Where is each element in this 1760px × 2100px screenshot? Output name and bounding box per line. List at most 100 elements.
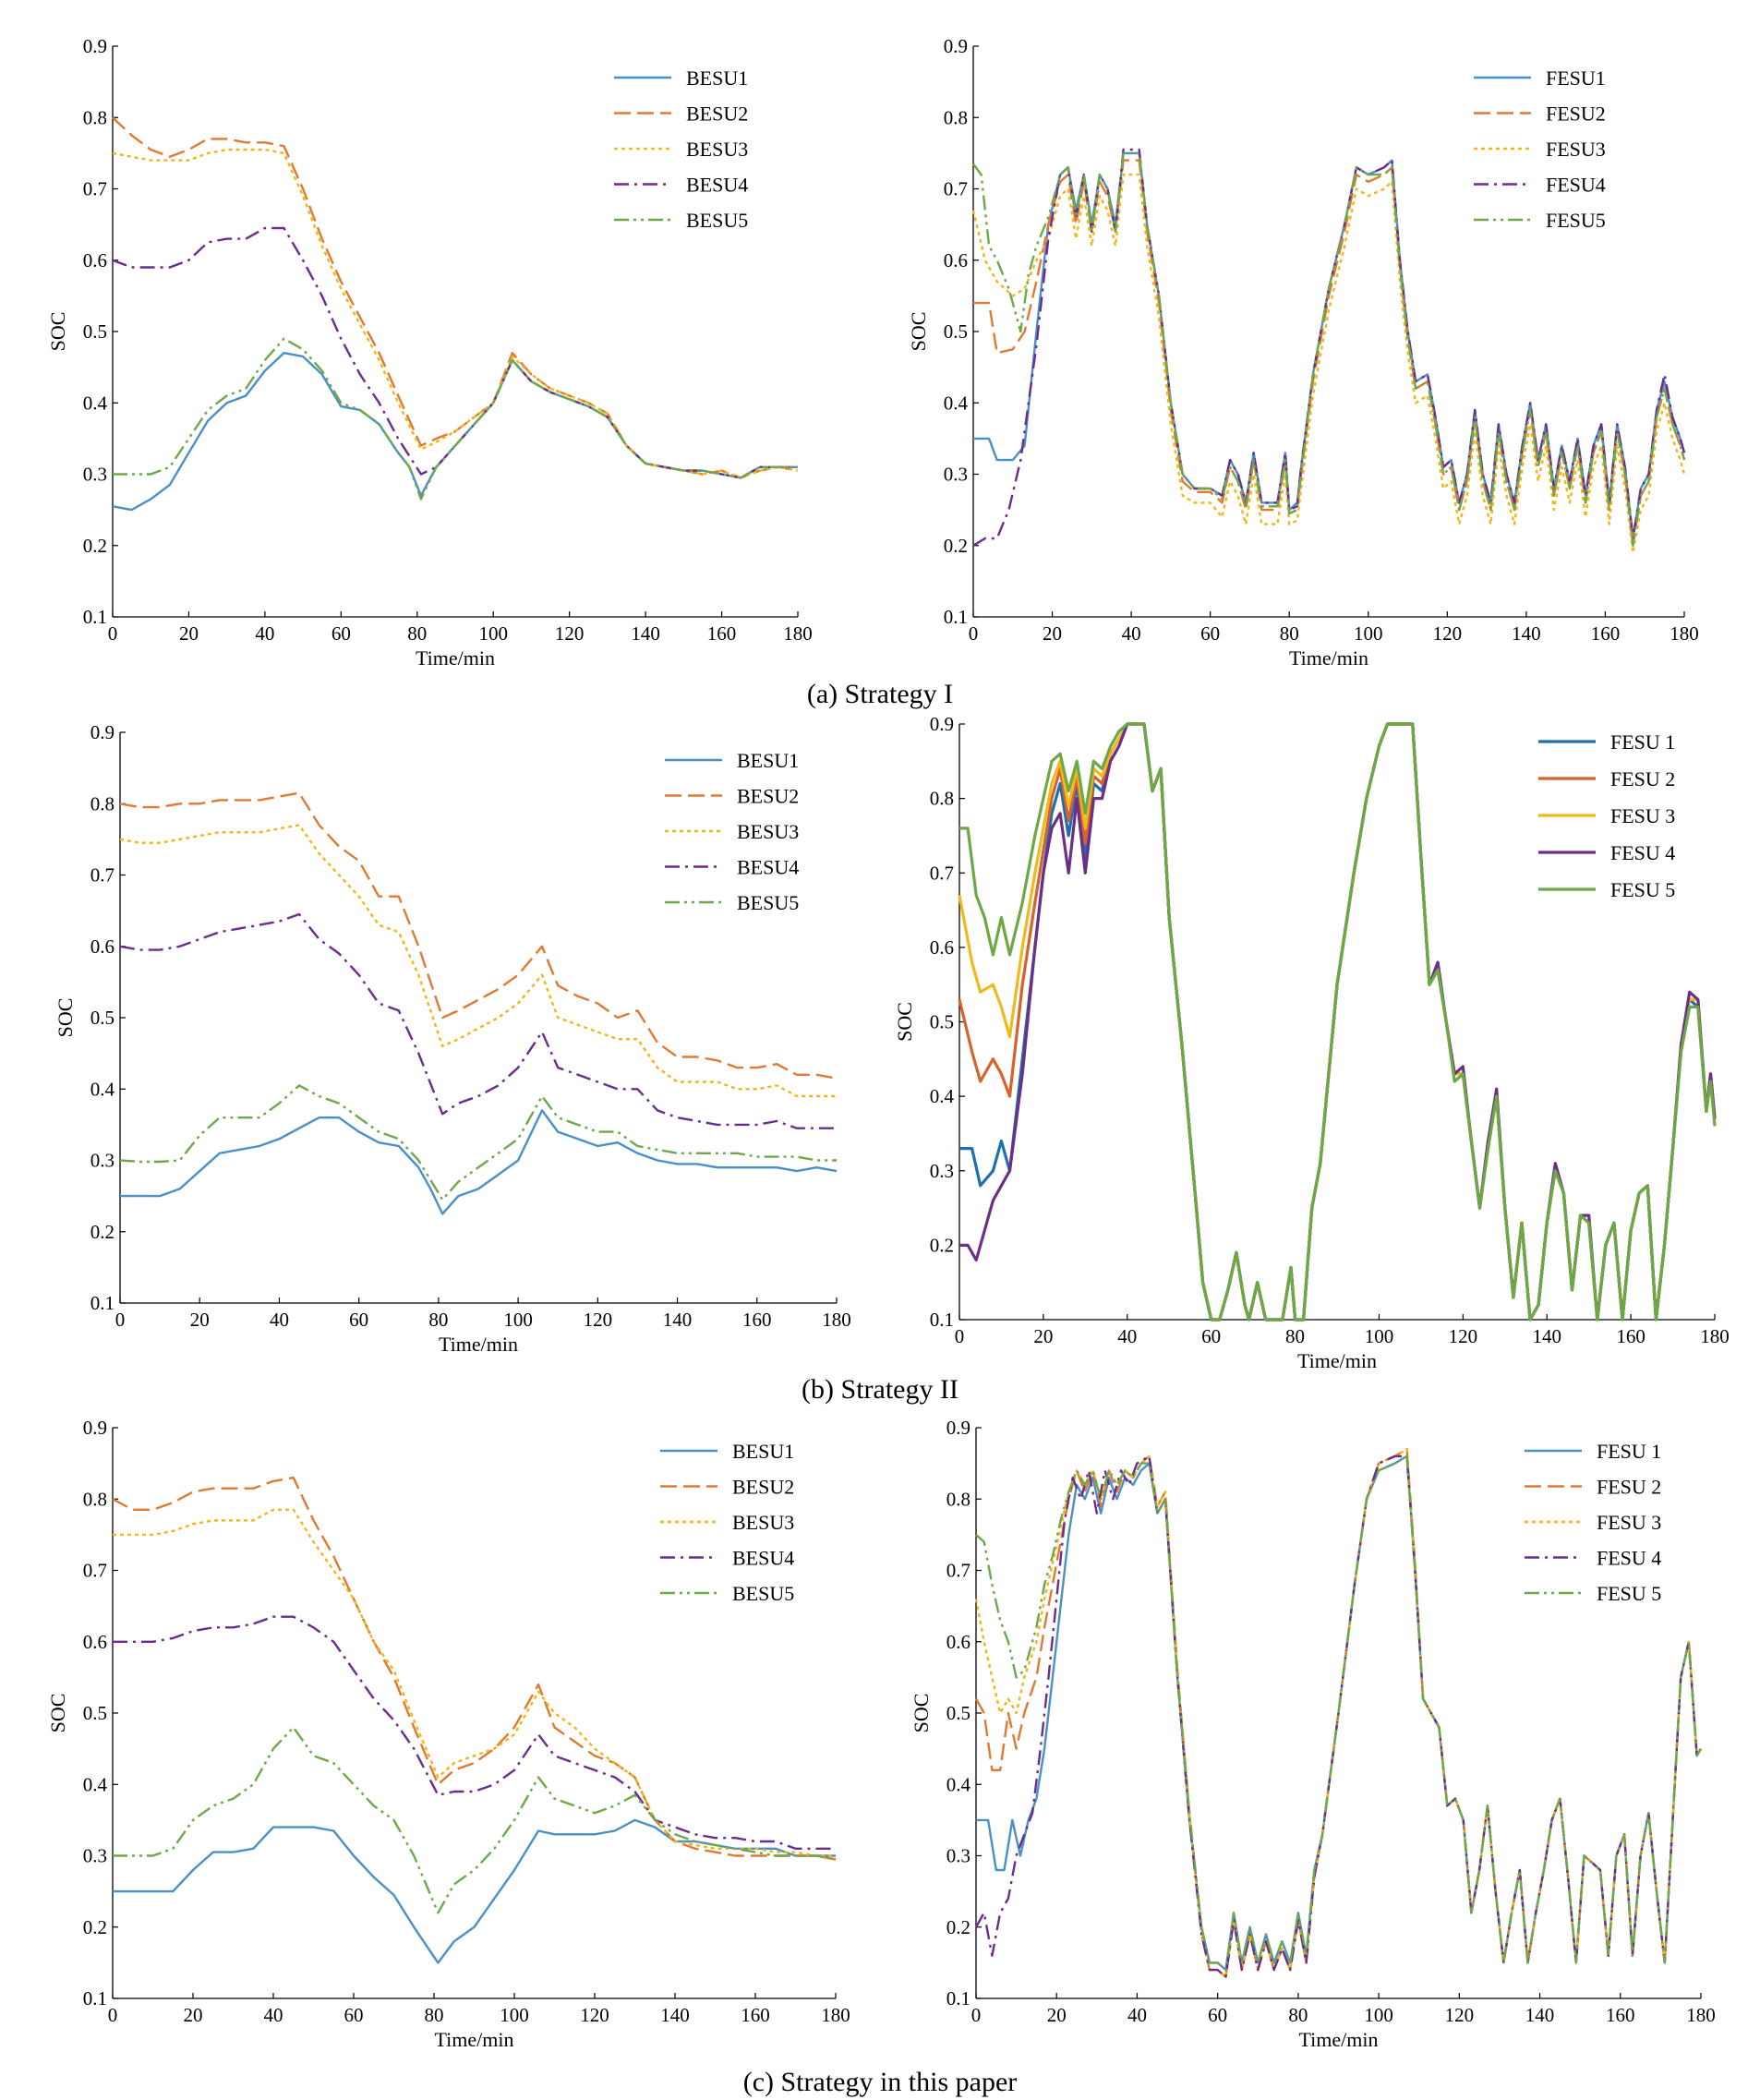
x-tick-label: 80 xyxy=(428,1309,448,1331)
x-tick-label: 20 xyxy=(179,622,199,645)
x-tick-label: 100 xyxy=(1354,622,1383,645)
legend-label-3: FESU 3 xyxy=(1610,804,1675,827)
y-tick-label: 0.9 xyxy=(930,713,954,735)
y-tick-label: 0.6 xyxy=(944,249,968,272)
x-tick-label: 20 xyxy=(1033,1325,1053,1347)
y-tick-label: 0.5 xyxy=(946,1702,970,1724)
y-tick-label: 0.9 xyxy=(946,1417,970,1439)
series-line-3 xyxy=(119,824,837,1098)
x-tick-label: 140 xyxy=(1532,1325,1561,1347)
y-tick-label: 0.1 xyxy=(83,1987,107,2009)
y-tick-label: 0.5 xyxy=(83,1702,107,1724)
legend-label-4: FESU 4 xyxy=(1597,1547,1661,1570)
series-line-3 xyxy=(113,1508,836,1857)
x-tick-label: 160 xyxy=(1606,2004,1635,2026)
x-tick-label: 60 xyxy=(1200,622,1220,645)
legend-label-2: FESU 2 xyxy=(1610,767,1675,791)
y-tick-label: 0.6 xyxy=(930,936,954,959)
x-tick-label: 20 xyxy=(1047,2004,1067,2026)
x-tick-label: 40 xyxy=(264,2004,283,2026)
x-axis-label: Time/min xyxy=(439,1333,518,1356)
x-tick-label: 80 xyxy=(407,622,427,645)
y-tick-label: 0.5 xyxy=(944,320,968,343)
y-tick-label: 0.1 xyxy=(946,1987,970,2009)
x-axis-label: Time/min xyxy=(1289,646,1368,670)
y-tick-label: 0.2 xyxy=(946,1916,970,1938)
series-line-5 xyxy=(972,151,1686,547)
x-tick-label: 80 xyxy=(425,2004,444,2026)
legend-label-2: BESU2 xyxy=(732,1476,794,1499)
y-tick-label: 0.7 xyxy=(946,1560,970,1582)
series-line-5 xyxy=(975,1454,1703,1972)
y-tick-label: 0.8 xyxy=(83,106,107,128)
y-tick-label: 0.3 xyxy=(930,1160,954,1182)
y-tick-label: 0.9 xyxy=(90,721,115,743)
y-tick-label: 0.1 xyxy=(83,606,107,628)
legend-label-4: FESU 4 xyxy=(1610,841,1675,864)
x-tick-label: 140 xyxy=(660,2004,690,2026)
x-tick-label: 40 xyxy=(1127,2004,1147,2026)
y-tick-label: 0.4 xyxy=(83,392,108,414)
x-tick-label: 160 xyxy=(1591,622,1621,645)
legend-label-3: FESU 3 xyxy=(1597,1511,1661,1534)
legend-label-1: BESU1 xyxy=(737,749,799,772)
x-tick-label: 180 xyxy=(821,2004,850,2026)
legend-label-1: FESU1 xyxy=(1546,66,1606,90)
y-tick-label: 0.1 xyxy=(90,1292,115,1314)
y-tick-label: 0.6 xyxy=(83,249,107,272)
x-tick-label: 60 xyxy=(1201,1325,1221,1347)
x-tick-label: 100 xyxy=(1364,2004,1393,2026)
legend-label-3: BESU3 xyxy=(732,1511,794,1534)
y-tick-label: 0.7 xyxy=(944,178,968,200)
series-line-1 xyxy=(113,1818,836,1964)
x-axis-label: Time/min xyxy=(435,2028,514,2051)
legend-label-5: BESU5 xyxy=(732,1582,794,1605)
y-tick-label: 0.2 xyxy=(83,535,107,557)
y-tick-label: 0.3 xyxy=(83,464,107,486)
y-tick-label: 0.3 xyxy=(946,1845,970,1867)
y-tick-label: 0.8 xyxy=(930,788,954,810)
y-tick-label: 0.3 xyxy=(83,1845,107,1867)
y-tick-label: 0.1 xyxy=(930,1309,954,1331)
legend-label-2: FESU 2 xyxy=(1597,1476,1661,1499)
y-tick-label: 0.2 xyxy=(90,1221,115,1243)
x-tick-label: 20 xyxy=(1043,622,1062,645)
y-tick-label: 0.9 xyxy=(83,35,107,57)
y-tick-label: 0.7 xyxy=(930,862,954,884)
series-line-5 xyxy=(119,1084,837,1201)
x-axis-label: Time/min xyxy=(1299,2028,1379,2051)
y-axis-label: SOC xyxy=(910,1694,933,1733)
series-line-4 xyxy=(112,226,798,479)
y-tick-label: 0.4 xyxy=(944,392,969,414)
x-tick-label: 180 xyxy=(822,1309,851,1331)
legend-label-5: BESU5 xyxy=(686,209,748,232)
legend-label-4: BESU4 xyxy=(732,1547,794,1570)
series-line-2 xyxy=(119,791,838,1080)
x-tick-label: 80 xyxy=(1288,2004,1308,2026)
y-axis-label: SOC xyxy=(907,312,930,352)
caption-c: (c) Strategy in this paper xyxy=(743,2067,1018,2097)
x-tick-label: 120 xyxy=(584,1309,613,1331)
y-axis-label: SOC xyxy=(46,1694,69,1733)
y-tick-label: 0.8 xyxy=(944,106,968,128)
y-axis-label: SOC xyxy=(54,998,77,1038)
legend-label-5: FESU 5 xyxy=(1610,878,1675,901)
x-tick-label: 0 xyxy=(971,2004,982,2026)
y-tick-label: 0.4 xyxy=(930,1085,955,1107)
x-tick-label: 160 xyxy=(707,622,737,645)
y-axis-label: SOC xyxy=(46,312,69,352)
x-tick-label: 160 xyxy=(741,2004,770,2026)
series-line-4 xyxy=(113,1615,836,1850)
series-line-5 xyxy=(113,337,798,501)
x-tick-label: 40 xyxy=(1117,1325,1137,1347)
y-tick-label: 0.7 xyxy=(83,178,107,200)
series-line-1 xyxy=(959,722,1717,1322)
legend-label-4: FESU4 xyxy=(1546,174,1606,197)
x-tick-label: 120 xyxy=(555,622,585,645)
x-axis-label: Time/min xyxy=(416,646,495,670)
x-tick-label: 60 xyxy=(332,622,351,645)
y-tick-label: 0.9 xyxy=(83,1417,107,1439)
y-tick-label: 0.9 xyxy=(944,35,968,57)
legend-label-3: BESU3 xyxy=(686,138,748,161)
